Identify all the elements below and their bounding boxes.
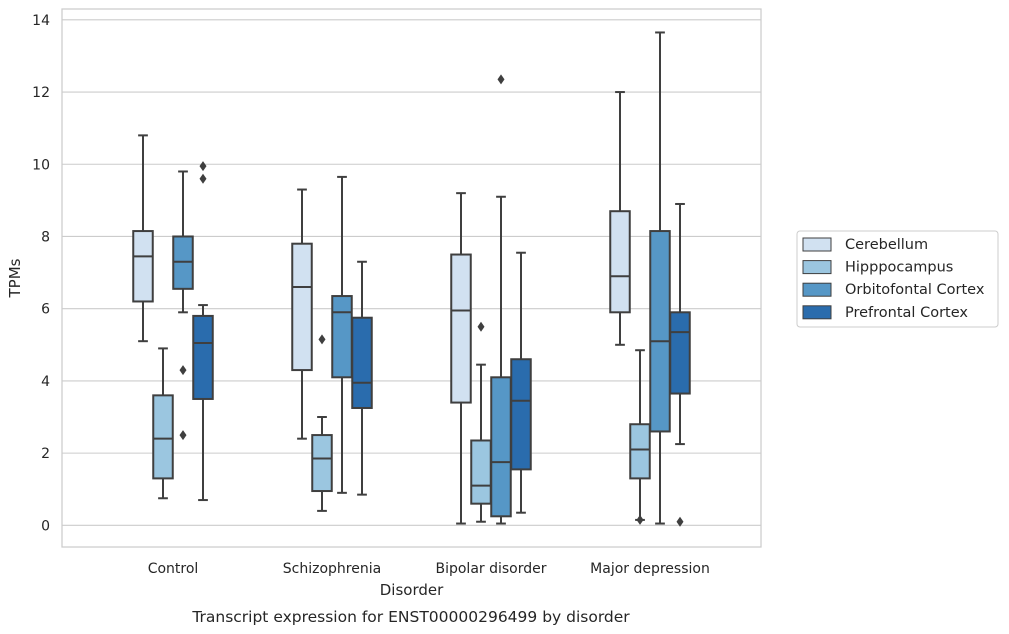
legend-swatch xyxy=(802,237,832,252)
box-body xyxy=(669,311,691,395)
box xyxy=(669,202,691,527)
x-tick-labels: Control Schizophrenia Bipolar disorder Majo… xyxy=(148,561,710,577)
y-tick-label: 8 xyxy=(41,229,50,245)
y-tick-label: 4 xyxy=(41,374,50,390)
legend-label: Hipppocampus xyxy=(845,260,953,276)
y-tick-label: 2 xyxy=(41,446,50,462)
x-tick-label: Bipolar disorder xyxy=(435,561,546,577)
y-tick-label: 14 xyxy=(32,13,50,29)
series-orbitofontal-cortex xyxy=(172,31,671,525)
y-tick-labels: 0 2 4 6 8 10 12 14 xyxy=(32,13,50,535)
box-body xyxy=(331,295,353,379)
x-tick-label: Control xyxy=(148,561,199,577)
box-body xyxy=(470,439,492,505)
outlier-point xyxy=(179,430,187,441)
y-axis-title: TPMs xyxy=(6,258,24,298)
x-tick-label: Major depression xyxy=(590,561,710,577)
box xyxy=(311,334,333,512)
legend-swatch xyxy=(802,260,832,275)
series-cerebellum xyxy=(132,91,631,525)
legend-items: Cerebellum Hipppocampus Orbitofontal Corte… xyxy=(802,237,985,321)
box xyxy=(351,260,373,496)
chart-caption: Transcript expression for ENST0000029649… xyxy=(191,608,630,626)
legend-swatch xyxy=(802,305,832,320)
box xyxy=(510,251,532,514)
y-tick-label: 0 xyxy=(41,518,50,534)
legend-swatch xyxy=(802,282,832,297)
outlier-point xyxy=(199,161,207,172)
x-axis-title: Disorder xyxy=(380,581,444,599)
box xyxy=(172,170,194,441)
box xyxy=(152,347,174,500)
box-body xyxy=(311,434,333,493)
plot-frame xyxy=(61,8,762,548)
legend-label: Orbitofontal Cortex xyxy=(845,282,985,298)
outlier-point xyxy=(497,74,505,85)
box-body xyxy=(629,423,651,480)
y-tick-label: 10 xyxy=(32,157,50,173)
x-tick-label: Schizophrenia xyxy=(283,561,381,577)
outlier-point xyxy=(636,514,644,525)
box-body xyxy=(152,394,174,480)
box-body xyxy=(510,358,532,471)
y-gridlines xyxy=(62,19,761,526)
legend-frame xyxy=(796,230,999,328)
series-hipppocampus xyxy=(152,321,651,525)
box xyxy=(192,161,214,502)
outlier-point xyxy=(318,334,326,345)
box-body xyxy=(490,376,512,518)
outlier-point xyxy=(179,365,187,376)
box-body xyxy=(132,230,154,303)
box-body xyxy=(291,242,313,372)
box-body xyxy=(609,210,631,314)
box xyxy=(132,134,154,343)
box-body xyxy=(351,316,373,409)
legend-label: Cerebellum xyxy=(845,237,928,253)
outlier-point xyxy=(199,173,207,184)
y-tick-label: 12 xyxy=(32,85,50,101)
box xyxy=(629,349,651,525)
legend: Cerebellum Hipppocampus Orbitofontal Corte… xyxy=(796,230,999,328)
box-body xyxy=(649,230,671,433)
outlier-point xyxy=(676,516,684,527)
box-body xyxy=(192,314,214,400)
box xyxy=(291,188,313,440)
box xyxy=(470,321,492,523)
box xyxy=(609,91,631,346)
outlier-point xyxy=(477,321,485,332)
box-groups xyxy=(132,31,691,527)
box xyxy=(490,74,512,525)
box xyxy=(450,192,472,525)
legend-label: Prefrontal Cortex xyxy=(845,305,968,321)
series-prefrontal-cortex xyxy=(192,161,691,527)
box-body xyxy=(450,253,472,404)
y-tick-label: 6 xyxy=(41,302,50,318)
